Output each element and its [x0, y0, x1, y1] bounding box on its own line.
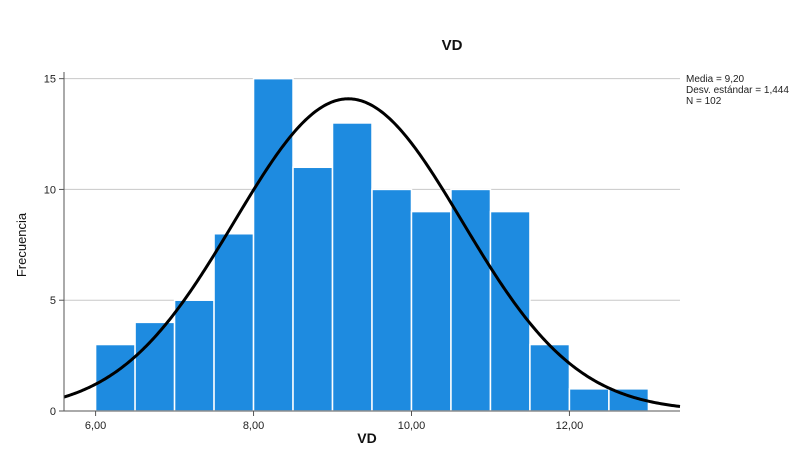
- x-tick-label: 12,00: [556, 420, 584, 432]
- histogram-bar: [410, 210, 452, 412]
- histogram-bars: [94, 77, 650, 412]
- histogram-bar: [529, 343, 571, 412]
- histogram-bar: [292, 166, 334, 412]
- histogram-bar: [173, 299, 215, 412]
- normal-curve: [63, 97, 681, 408]
- stats-n: N = 102: [686, 96, 722, 107]
- y-ticks: 0 5 10 15: [44, 74, 64, 418]
- x-axis-label: VD: [357, 430, 376, 446]
- chart-title: VD: [442, 37, 463, 54]
- y-axis-label: Frecuencia: [14, 212, 29, 277]
- x-tick-label: 8,00: [243, 420, 264, 432]
- histogram-bar: [331, 122, 373, 412]
- stats-legend: Media = 9,20 Desv. estándar = 1,444 N = …: [686, 74, 789, 107]
- y-tick-label: 10: [44, 184, 56, 196]
- y-tick-label: 0: [50, 406, 56, 418]
- y-tick-label: 5: [50, 295, 56, 307]
- histogram-bar: [213, 232, 255, 412]
- histogram-bar: [489, 210, 531, 412]
- x-ticks: 6,00 8,00 10,00 12,00: [85, 411, 583, 432]
- histogram-bar: [371, 188, 413, 412]
- histogram-bar: [94, 343, 136, 412]
- x-tick-label: 10,00: [398, 420, 426, 432]
- histogram-bar: [252, 77, 294, 412]
- x-tick-label: 6,00: [85, 420, 106, 432]
- histogram-bar: [450, 188, 492, 412]
- histogram-bar: [568, 388, 610, 412]
- y-tick-label: 15: [44, 74, 56, 86]
- stats-std: Desv. estándar = 1,444: [686, 85, 789, 96]
- axes: [63, 72, 680, 412]
- stats-mean: Media = 9,20: [686, 74, 745, 85]
